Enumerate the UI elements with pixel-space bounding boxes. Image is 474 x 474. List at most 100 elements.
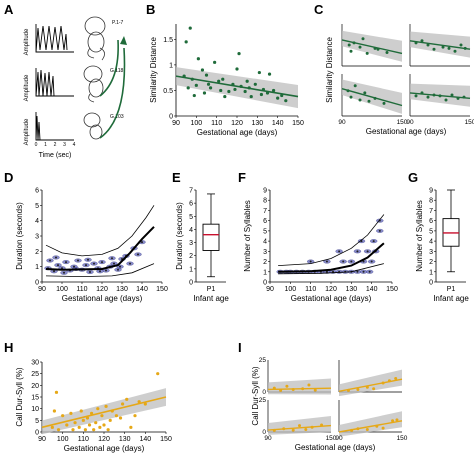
data-point (462, 95, 466, 99)
data-point (365, 385, 369, 389)
data-point (463, 46, 467, 50)
y-tick-label: 2 (189, 253, 193, 260)
arrowhead-icon (120, 36, 127, 45)
data-point (414, 41, 418, 45)
data-point (356, 387, 360, 391)
data-point (280, 93, 284, 98)
y-tick-label: 0 (262, 429, 266, 436)
panel-letter-h: H (4, 340, 13, 355)
data-point (356, 250, 359, 253)
y-tick-label: 0 (35, 430, 39, 437)
data-point (301, 387, 305, 391)
data-point (129, 425, 133, 429)
data-point (432, 47, 436, 51)
data-point (111, 257, 113, 260)
panel-letter-c: C (314, 2, 324, 17)
fit-line (41, 396, 167, 429)
waveform-3 (35, 112, 74, 141)
waveform-2 (35, 68, 74, 97)
category-label: P1 (447, 286, 456, 293)
data-point (361, 37, 365, 41)
data-point (257, 70, 261, 75)
data-point (69, 411, 73, 415)
data-point (373, 96, 377, 100)
data-point (261, 87, 266, 92)
y-tick-label: 1 (263, 269, 267, 276)
x-tick-label: 120 (96, 286, 108, 293)
x-tick-label: 110 (78, 436, 89, 443)
data-point (432, 93, 436, 97)
data-point (206, 82, 211, 86)
data-point (141, 241, 143, 244)
fit-line (341, 88, 403, 107)
panel-f: 90 100 110 120 130 140 150 0 1 2 3 4 5 6 7 8 9 Gestationa… (243, 188, 398, 304)
data-point (49, 259, 51, 262)
y-tick-label: 25 (31, 371, 39, 378)
y-tick-label: 5 (35, 203, 39, 210)
data-point (213, 60, 217, 64)
panel-a-ylabel-3: Amplitude (24, 118, 30, 145)
lower-curve (278, 263, 384, 275)
data-point (96, 407, 100, 411)
data-point (129, 262, 131, 265)
waveform-1 (35, 24, 74, 53)
y-tick-label: 25 (259, 397, 267, 404)
iqr-box (202, 223, 220, 251)
data-point (125, 397, 129, 401)
category-label: P1 (207, 286, 216, 293)
y-tick-label: 2 (35, 249, 39, 256)
x-axis-label: Gestational age (days) (197, 128, 278, 137)
confidence-band (42, 388, 166, 435)
data-point (53, 270, 55, 273)
data-point (438, 94, 442, 98)
data-point (227, 89, 231, 94)
data-point (447, 46, 451, 50)
data-point (89, 271, 91, 274)
data-point (358, 45, 362, 49)
x-tick-label: 130 (251, 120, 263, 127)
y-tick-label: 0 (35, 280, 39, 287)
y-tick-label: 6 (35, 188, 39, 195)
x-tick-label: 150 (397, 119, 408, 126)
data-point (77, 425, 81, 429)
x-tick-label: 150 (465, 119, 474, 126)
x-tick-label: 150 (156, 286, 168, 293)
panel-a-tick-label: 1 (44, 142, 47, 148)
panel-letters: A B C D E F G H I (4, 2, 418, 355)
data-point (346, 89, 350, 93)
data-point (346, 388, 350, 392)
data-point (184, 40, 188, 44)
data-point (298, 424, 301, 428)
x-axis-label: Gestational age (days) (291, 294, 372, 303)
data-point (219, 88, 223, 93)
data-point (192, 93, 196, 98)
panel-a-tick-label: 3 (63, 142, 66, 148)
data-point (231, 82, 235, 86)
y-tick-label: 2 (263, 259, 267, 266)
data-point (106, 428, 110, 432)
data-point (385, 51, 389, 55)
data-point (217, 79, 221, 83)
data-point (208, 86, 213, 90)
data-point (186, 86, 190, 90)
x-tick-label: 90 (335, 435, 343, 442)
panel-a-ylabel-2: Amplitude (24, 74, 30, 101)
data-point (143, 402, 147, 406)
y-tick-label: 9 (263, 188, 267, 195)
data-point (378, 229, 381, 232)
x-tick-label: 140 (139, 436, 151, 443)
x-tick-label: 100 (284, 286, 296, 293)
x-tick-label: 150 (292, 120, 304, 127)
confidence-band (268, 378, 331, 395)
data-point (276, 96, 280, 100)
data-point (83, 428, 87, 432)
data-point (223, 94, 227, 99)
data-point (372, 240, 375, 243)
x-tick-label: 90 (266, 286, 274, 293)
x-tick-label: 110 (211, 120, 222, 127)
data-point (349, 49, 353, 53)
data-point (362, 270, 365, 273)
y-tick-label: 15 (31, 395, 39, 402)
y-tick-label: 4 (429, 239, 433, 246)
